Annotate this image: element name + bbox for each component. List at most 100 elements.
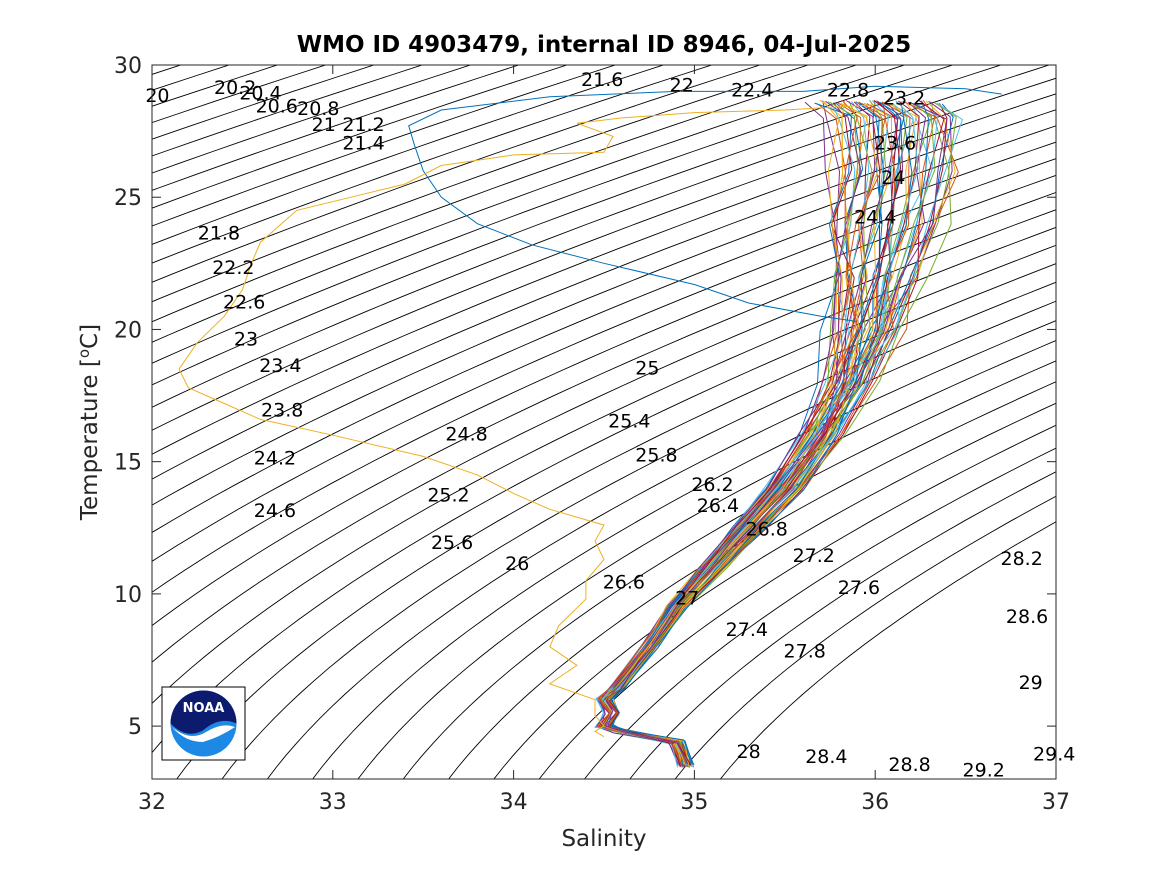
- contour-label: 26.6: [603, 572, 645, 594]
- isopycnal-line: [152, 65, 906, 343]
- contour-label: 21.4: [342, 133, 384, 155]
- contour-label: 26.8: [746, 519, 788, 541]
- isopycnal-line: [152, 65, 714, 264]
- contour-label: 20.8: [297, 98, 339, 120]
- float-profiles: [178, 85, 1002, 768]
- contour-label: 27.6: [838, 577, 880, 599]
- chart-title: WMO ID 4903479, internal ID 8946, 04-Jul…: [297, 32, 912, 58]
- contour-label: 22: [670, 74, 694, 96]
- contour-label: 27.2: [793, 545, 835, 567]
- isopycnal-line: [152, 65, 1051, 408]
- isopycnal-line: [221, 281, 1056, 779]
- contour-label: 20.6: [256, 96, 298, 118]
- contour-label: 22.6: [223, 291, 265, 313]
- contour-label: 28.6: [1006, 606, 1048, 628]
- contour-label: 20.2: [214, 77, 256, 99]
- isopycnal-line: [583, 447, 1056, 779]
- contour-label: 28: [737, 741, 761, 763]
- y-tick-label: 25: [114, 186, 142, 211]
- y-axis-label: Temperature [oC]: [75, 324, 103, 521]
- isopycnal-line: [152, 125, 1056, 506]
- x-tick-label: 32: [138, 790, 166, 815]
- contour-label: 25.8: [635, 445, 677, 467]
- contour-label: 29: [1019, 672, 1043, 694]
- x-axis-ticks: 32 33 34 35 36 37: [138, 65, 1070, 815]
- plot-area: [152, 65, 1056, 779]
- y-tick-label: 20: [114, 318, 142, 343]
- contour-label: 28.4: [805, 746, 847, 768]
- isopycnal-line: [152, 174, 1056, 593]
- isopycnal-line: [538, 424, 1056, 779]
- isopycnal-line: [152, 65, 1003, 386]
- contour-label: 24.6: [254, 500, 296, 522]
- contour-label: 20.4: [239, 82, 281, 104]
- isopycnal-line: [152, 209, 1056, 663]
- isopycnal-line: [152, 65, 521, 191]
- isopycnal-line: [152, 226, 1056, 705]
- contour-label: 21.8: [198, 223, 240, 245]
- isopycnal-line: [152, 65, 955, 364]
- profile-line: [610, 102, 885, 766]
- contour-label: 27.4: [726, 619, 768, 641]
- profile-line: [596, 99, 858, 766]
- isopycnal-line: [152, 65, 665, 245]
- isopycnal-line: [357, 340, 1056, 779]
- y-tick-label: 5: [128, 715, 142, 740]
- noaa-logo: NOAA: [161, 686, 246, 761]
- isopycnal-contours: [152, 65, 1056, 779]
- contour-label: 27: [675, 587, 699, 609]
- contour-label: 26: [505, 553, 529, 575]
- y-tick-label: 10: [114, 583, 142, 608]
- isopycnal-line: [152, 65, 569, 209]
- isopycnal-line: [152, 65, 762, 283]
- contour-label: 29.2: [963, 759, 1005, 781]
- x-tick-label: 35: [680, 790, 708, 815]
- profile-line: [606, 100, 959, 766]
- contour-label: 21: [312, 114, 336, 136]
- x-axis-label: Salinity: [561, 826, 646, 852]
- contour-label: 24: [881, 167, 905, 189]
- contour-label: 25: [635, 357, 659, 379]
- contour-label: 21.2: [342, 114, 384, 136]
- isopycnal-line: [493, 402, 1056, 779]
- contour-label: 29.4: [1033, 743, 1075, 765]
- svg-text:NOAA: NOAA: [183, 701, 225, 716]
- contour-label: 26.4: [697, 495, 739, 517]
- contour-label: 24.8: [445, 424, 487, 446]
- isopycnal-line: [629, 471, 1056, 779]
- contour-label: 20: [145, 85, 169, 107]
- contour-label: 21.6: [581, 69, 623, 91]
- profile-line: [603, 102, 948, 765]
- profile-line: [408, 85, 1002, 322]
- y-tick-label: 15: [114, 451, 142, 476]
- isopycnal-line: [152, 65, 617, 227]
- isopycnal-line: [152, 141, 1056, 533]
- contour-label: 24.2: [254, 447, 296, 469]
- contour-label: 28.2: [1000, 548, 1042, 570]
- profile-line: [608, 101, 902, 766]
- profile-line: [599, 100, 936, 765]
- x-tick-label: 37: [1042, 790, 1070, 815]
- contour-labels: 20 20.220.420.6 20.821 21.221.4 21.6 22 22.4 22…: [145, 69, 1075, 781]
- profile-line: [602, 101, 843, 765]
- profile-line: [178, 104, 876, 738]
- isopycnal-line: [152, 93, 1056, 455]
- profile-line: [601, 100, 920, 768]
- x-tick-label: 34: [500, 790, 528, 815]
- contour-label: 23.8: [261, 400, 303, 422]
- y-axis-ticks: 5 10 15 20 25 30: [114, 54, 1056, 740]
- isopycnal-line: [152, 244, 1056, 754]
- contour-label: 22.4: [731, 80, 773, 102]
- x-tick-label: 33: [319, 790, 347, 815]
- contour-label: 27.8: [784, 640, 826, 662]
- contour-label: 25.4: [608, 410, 650, 432]
- isopycnal-line: [152, 65, 858, 323]
- contour-label: 25.6: [431, 532, 473, 554]
- contour-label: 22.8: [827, 80, 869, 102]
- profile-line: [595, 101, 842, 767]
- isopycnal-line: [152, 158, 1056, 562]
- contour-label: 26.2: [691, 474, 733, 496]
- contour-label: 23.2: [883, 88, 925, 110]
- axes-box: [151, 64, 1057, 780]
